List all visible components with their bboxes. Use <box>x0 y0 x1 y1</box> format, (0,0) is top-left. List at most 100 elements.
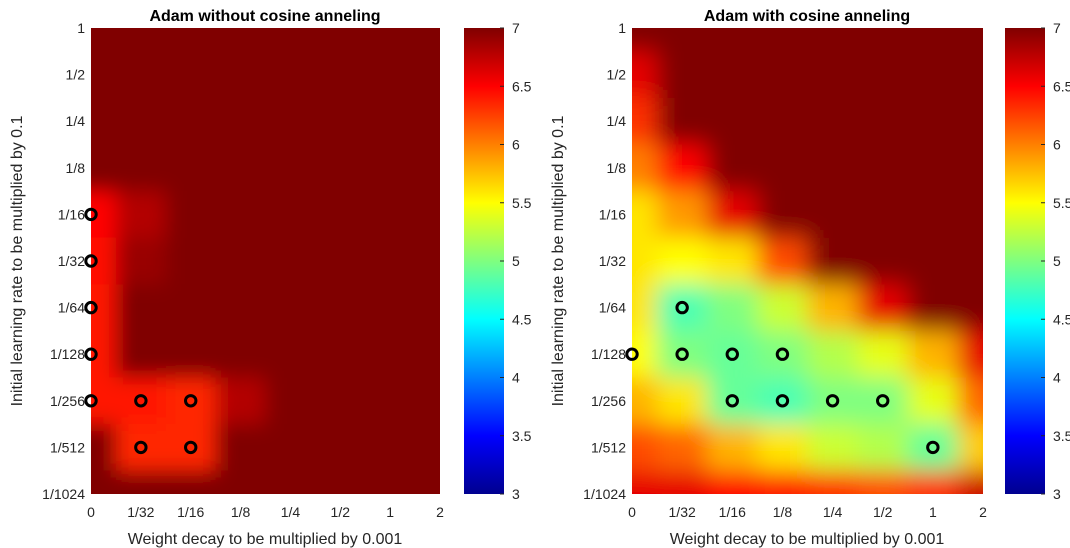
x-tick-label: 1/32 <box>127 504 154 520</box>
heatmap-cell <box>632 97 659 146</box>
y-tick-label: 1/1024 <box>42 486 85 502</box>
heatmap-cell <box>165 144 217 193</box>
colorbar-tick-label: 3 <box>1053 486 1061 502</box>
heatmap-cell <box>115 424 167 472</box>
y-tick-label: 1/512 <box>591 439 626 455</box>
heatmap-cell <box>165 330 217 379</box>
heatmap-cell <box>115 470 167 494</box>
colorbar-tick-label: 4 <box>512 370 520 386</box>
heatmap-cell <box>265 424 317 472</box>
optimum-marker <box>675 347 689 361</box>
heatmap-cell <box>807 424 859 472</box>
x-tick-label: 2 <box>436 504 444 520</box>
heatmap-cell <box>632 470 659 494</box>
heatmap-cell <box>165 284 217 332</box>
heatmap-cell <box>315 97 367 146</box>
heatmap-cell <box>757 28 809 53</box>
heatmap-cell <box>757 97 809 146</box>
right-chart: Adam with cosine anneling 0 1/32 1/16 1/8 1/… <box>550 8 1070 548</box>
heatmap-cell <box>265 28 317 53</box>
optimum-marker <box>84 300 98 315</box>
heatmap-cell <box>165 191 217 239</box>
heatmap-cell <box>265 330 317 379</box>
y-tick-label: 1/8 <box>66 160 86 176</box>
heatmap-cell <box>265 284 317 332</box>
heatmap-cell <box>857 144 909 193</box>
colorbar-tick-label: 4.5 <box>512 311 532 327</box>
optimum-marker <box>84 207 98 222</box>
heatmap-cell <box>365 424 417 472</box>
heatmap-cell <box>215 97 267 146</box>
heatmap-cell <box>165 470 217 494</box>
heatmap-cell <box>91 51 117 99</box>
left-markers <box>84 207 198 455</box>
right-chart-title: Adam with cosine anneling <box>704 8 910 25</box>
optimum-marker <box>184 440 198 455</box>
heatmap-cell <box>415 424 440 472</box>
y-tick-label: 1/32 <box>599 253 626 269</box>
heatmap-cell <box>907 284 959 332</box>
heatmap-cell <box>657 28 709 53</box>
right-colorbar-ticks: 3 3.5 4 4.5 5 5.5 6 6.5 7 <box>1041 20 1070 502</box>
colorbar-tick-label: 5.5 <box>1053 195 1070 211</box>
left-heatmap-area <box>91 28 440 494</box>
y-tick-label: 1/4 <box>607 113 627 129</box>
heatmap-cell <box>757 191 809 239</box>
x-tick-label: 1/16 <box>719 504 746 520</box>
heatmap-cell <box>215 51 267 99</box>
heatmap-cell <box>632 191 659 239</box>
heatmap-cell <box>807 28 859 53</box>
heatmap-cell <box>165 51 217 99</box>
heatmap-cell <box>957 28 983 53</box>
heatmap-cell <box>365 97 417 146</box>
heatmap-cell <box>215 28 267 53</box>
y-tick-label: 1/256 <box>50 393 85 409</box>
optimum-marker <box>625 347 639 361</box>
heatmap-cell <box>415 284 440 332</box>
heatmap-cell <box>957 97 983 146</box>
heatmap-cell <box>657 424 709 472</box>
x-tick-label: 1/16 <box>177 504 204 520</box>
heatmap-cell <box>707 470 759 494</box>
x-tick-label: 1 <box>929 504 937 520</box>
optimum-marker <box>84 394 98 408</box>
heatmap-cell <box>315 28 367 53</box>
optimum-marker <box>876 394 890 408</box>
heatmap-cell <box>215 144 267 193</box>
colorbar-tick-label: 7 <box>1053 20 1061 36</box>
x-tick-label: 1/32 <box>669 504 696 520</box>
heatmap-cell <box>857 424 909 472</box>
heatmap-cell <box>165 237 217 286</box>
heatmap-cell <box>807 470 859 494</box>
heatmap-cell <box>215 237 267 286</box>
heatmap-cell <box>415 51 440 99</box>
heatmap-cell <box>632 377 659 426</box>
heatmap-cell <box>315 424 367 472</box>
heatmap-cell <box>415 97 440 146</box>
heatmap-cell <box>957 330 983 379</box>
y-tick-label: 1/256 <box>591 393 626 409</box>
heatmap-cell <box>315 377 367 426</box>
heatmap-cell <box>215 330 267 379</box>
heatmap-cell <box>365 377 417 426</box>
heatmap-cell <box>707 28 759 53</box>
x-tick-label: 1 <box>386 504 394 520</box>
heatmap-cell <box>957 284 983 332</box>
left-heatmap <box>91 28 440 494</box>
heatmap-cell <box>707 97 759 146</box>
heatmap-cell <box>757 51 809 99</box>
heatmap-cell <box>315 191 367 239</box>
heatmap-cell <box>265 144 317 193</box>
heatmap-cell <box>907 97 959 146</box>
heatmap-cell <box>215 470 267 494</box>
heatmap-cell <box>91 144 117 193</box>
heatmap-cell <box>957 51 983 99</box>
y-tick-label: 1/8 <box>607 160 627 176</box>
heatmap-cell <box>265 191 317 239</box>
right-x-ticks: 0 1/32 1/16 1/8 1/4 1/2 1 2 <box>628 504 987 520</box>
heatmap-cell <box>115 144 167 193</box>
heatmap-cell <box>632 237 659 286</box>
heatmap-cell <box>757 377 809 426</box>
y-tick-label: 1/16 <box>58 206 85 222</box>
